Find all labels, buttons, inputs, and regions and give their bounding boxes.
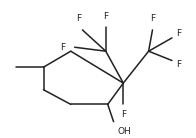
- Text: F: F: [176, 29, 181, 38]
- Text: F: F: [150, 14, 155, 23]
- Text: F: F: [60, 43, 65, 52]
- Text: F: F: [103, 12, 108, 21]
- Text: F: F: [176, 60, 181, 69]
- Text: F: F: [76, 14, 81, 23]
- Text: F: F: [121, 110, 126, 119]
- Text: OH: OH: [117, 127, 131, 136]
